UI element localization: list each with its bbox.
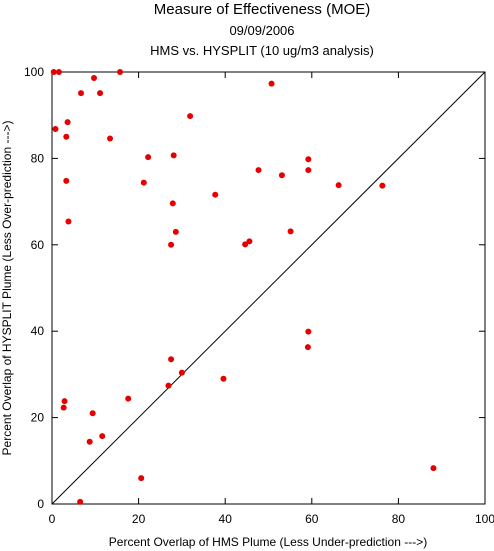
x-tick-label: 40	[219, 512, 233, 526]
y-axis-label: Percent Overlap of HYSPLIT Plume (Less O…	[0, 121, 14, 456]
chart-date: 09/09/2006	[229, 23, 294, 38]
data-point	[278, 172, 285, 179]
data-point	[305, 156, 312, 163]
y-tick-label: 80	[31, 151, 45, 165]
data-point	[168, 356, 175, 363]
data-point	[86, 438, 93, 445]
data-point	[138, 475, 145, 482]
data-point	[55, 69, 62, 75]
data-point	[63, 177, 70, 184]
data-point	[99, 433, 106, 440]
x-axis-label: Percent Overlap of HMS Plume (Less Under…	[109, 535, 427, 549]
data-point	[220, 375, 227, 382]
data-point	[187, 113, 194, 120]
data-point	[65, 218, 72, 225]
data-point	[97, 90, 104, 97]
x-tick-label: 0	[49, 512, 56, 526]
diagonal-reference-line	[51, 71, 486, 505]
y-tick-label: 60	[31, 238, 45, 252]
data-point	[170, 152, 177, 159]
data-point	[335, 182, 342, 189]
data-point	[89, 410, 96, 417]
data-point	[64, 119, 71, 126]
data-point	[107, 135, 114, 142]
data-point	[305, 328, 312, 335]
x-tick-label: 60	[305, 512, 319, 526]
data-point	[304, 344, 311, 351]
x-axis: 0 20 40 60 80 100	[49, 72, 494, 526]
data-point	[77, 498, 84, 505]
chart-subtitle: HMS vs. HYSPLIT (10 ug/m3 analysis)	[150, 43, 374, 58]
data-point	[287, 228, 294, 235]
data-point	[140, 179, 147, 186]
data-point	[178, 369, 185, 376]
data-point	[255, 167, 262, 174]
data-point	[212, 191, 219, 198]
data-point	[61, 398, 68, 405]
chart-title: Measure of Effectiveness (MOE)	[154, 1, 370, 18]
x-tick-label: 100	[475, 512, 494, 526]
y-tick-label: 100	[24, 65, 44, 79]
data-point	[78, 90, 85, 97]
data-point	[116, 69, 123, 75]
data-point	[430, 465, 437, 472]
data-point	[145, 154, 152, 161]
plot-frame	[51, 71, 486, 505]
data-point	[165, 382, 172, 389]
data-point	[63, 133, 70, 140]
y-tick-label: 20	[31, 411, 45, 425]
data-point	[52, 126, 59, 133]
data-point	[268, 80, 275, 87]
data-point	[246, 238, 253, 245]
data-point	[242, 241, 249, 248]
y-tick-label: 40	[31, 324, 45, 338]
data-point	[305, 167, 312, 174]
data-point	[169, 200, 176, 207]
data-points	[50, 69, 437, 505]
data-point	[50, 69, 57, 75]
y-axis: 0 20 40 60 80 100	[24, 65, 485, 511]
data-point	[60, 404, 67, 411]
x-tick-label: 80	[392, 512, 406, 526]
data-point	[91, 75, 98, 82]
data-point	[172, 228, 179, 235]
data-point	[379, 182, 386, 189]
data-point	[125, 395, 132, 402]
x-tick-label: 20	[132, 512, 146, 526]
data-point	[168, 241, 175, 248]
y-tick-label: 0	[37, 497, 44, 511]
